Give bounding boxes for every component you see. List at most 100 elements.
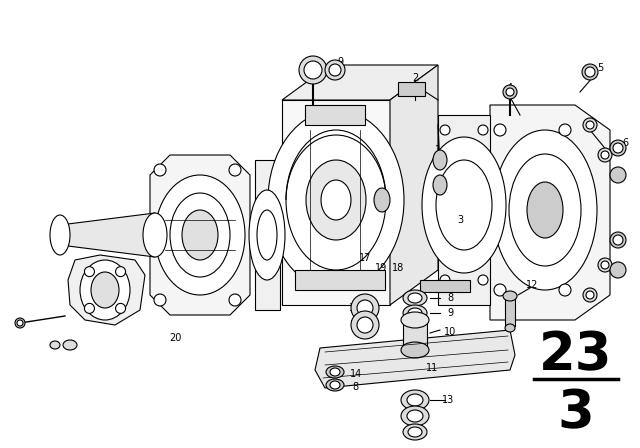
Ellipse shape <box>509 154 581 266</box>
Ellipse shape <box>582 64 598 80</box>
Text: 19: 19 <box>375 263 387 273</box>
Ellipse shape <box>257 210 277 260</box>
Ellipse shape <box>84 267 95 276</box>
Ellipse shape <box>299 56 327 84</box>
Polygon shape <box>403 320 427 350</box>
Ellipse shape <box>436 160 492 250</box>
Ellipse shape <box>403 305 427 321</box>
Ellipse shape <box>559 284 571 296</box>
Text: 8: 8 <box>447 293 453 303</box>
Ellipse shape <box>440 125 450 135</box>
Ellipse shape <box>433 150 447 170</box>
Text: 12: 12 <box>526 280 538 290</box>
Text: 6: 6 <box>622 138 628 148</box>
Text: 10: 10 <box>444 327 456 337</box>
Ellipse shape <box>583 288 597 302</box>
Ellipse shape <box>613 143 623 153</box>
Text: 16: 16 <box>349 303 361 313</box>
Polygon shape <box>68 255 145 325</box>
Ellipse shape <box>50 215 70 255</box>
Ellipse shape <box>527 182 563 238</box>
Polygon shape <box>420 280 470 292</box>
Ellipse shape <box>503 291 517 301</box>
Polygon shape <box>150 155 250 315</box>
Ellipse shape <box>422 137 506 273</box>
Polygon shape <box>282 100 390 305</box>
Ellipse shape <box>155 175 245 295</box>
Text: 5: 5 <box>597 63 603 73</box>
Ellipse shape <box>583 118 597 132</box>
Ellipse shape <box>116 267 125 276</box>
Ellipse shape <box>601 151 609 159</box>
Polygon shape <box>505 298 515 326</box>
Ellipse shape <box>598 258 612 272</box>
Ellipse shape <box>503 85 517 99</box>
Polygon shape <box>60 213 155 257</box>
Ellipse shape <box>143 213 167 257</box>
Ellipse shape <box>50 341 60 349</box>
Text: 3: 3 <box>457 215 463 225</box>
Ellipse shape <box>306 160 366 240</box>
Ellipse shape <box>116 303 125 314</box>
Polygon shape <box>390 65 438 305</box>
Ellipse shape <box>91 272 119 308</box>
Ellipse shape <box>304 61 322 79</box>
Text: 17: 17 <box>359 253 371 263</box>
Ellipse shape <box>286 130 386 270</box>
Ellipse shape <box>613 235 623 245</box>
Ellipse shape <box>80 260 130 320</box>
Ellipse shape <box>357 317 373 333</box>
Ellipse shape <box>154 294 166 306</box>
Ellipse shape <box>401 390 429 410</box>
Ellipse shape <box>357 300 373 316</box>
Text: 14: 14 <box>350 369 362 379</box>
Ellipse shape <box>505 324 515 332</box>
Ellipse shape <box>401 406 429 426</box>
Ellipse shape <box>506 88 514 96</box>
Text: 4: 4 <box>507 83 513 93</box>
Ellipse shape <box>433 175 447 195</box>
Text: 9: 9 <box>337 57 343 67</box>
Ellipse shape <box>329 64 341 76</box>
Ellipse shape <box>601 261 609 269</box>
Polygon shape <box>255 160 280 310</box>
Ellipse shape <box>351 294 379 322</box>
Ellipse shape <box>403 290 427 306</box>
Polygon shape <box>305 105 365 125</box>
Ellipse shape <box>374 188 390 212</box>
Text: 15: 15 <box>450 282 462 292</box>
Ellipse shape <box>154 164 166 176</box>
Ellipse shape <box>17 320 23 326</box>
Ellipse shape <box>610 140 626 156</box>
Polygon shape <box>315 330 515 388</box>
Ellipse shape <box>170 193 230 277</box>
Ellipse shape <box>325 60 345 80</box>
Ellipse shape <box>229 164 241 176</box>
Ellipse shape <box>610 262 626 278</box>
Ellipse shape <box>84 303 95 314</box>
Ellipse shape <box>494 284 506 296</box>
Text: 8: 8 <box>352 382 358 392</box>
Polygon shape <box>398 82 425 96</box>
Ellipse shape <box>249 190 285 280</box>
Ellipse shape <box>401 342 429 358</box>
Ellipse shape <box>610 232 626 248</box>
Ellipse shape <box>326 379 344 391</box>
Text: 3: 3 <box>557 387 595 439</box>
Ellipse shape <box>585 67 595 77</box>
Ellipse shape <box>586 121 594 129</box>
Text: 20: 20 <box>169 333 181 343</box>
Text: 18: 18 <box>392 263 404 273</box>
Polygon shape <box>282 65 438 100</box>
Text: 1: 1 <box>435 145 441 155</box>
Ellipse shape <box>407 394 423 406</box>
Ellipse shape <box>408 308 422 318</box>
Ellipse shape <box>268 110 404 290</box>
Ellipse shape <box>586 291 594 299</box>
Ellipse shape <box>478 125 488 135</box>
Ellipse shape <box>408 293 422 303</box>
Ellipse shape <box>559 124 571 136</box>
Ellipse shape <box>321 180 351 220</box>
Ellipse shape <box>403 424 427 440</box>
Ellipse shape <box>63 340 77 350</box>
